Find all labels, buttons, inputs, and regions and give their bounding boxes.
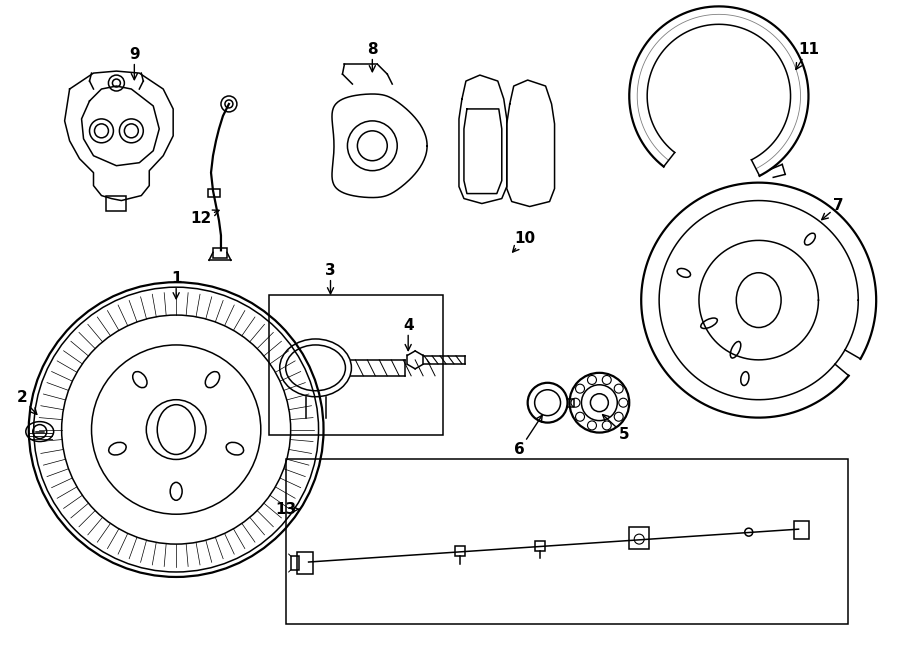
Bar xyxy=(535,541,544,551)
Bar xyxy=(455,546,465,556)
Text: 12: 12 xyxy=(191,210,219,226)
Bar xyxy=(285,459,849,624)
Text: 5: 5 xyxy=(603,414,630,442)
Text: 11: 11 xyxy=(796,42,819,69)
Text: 13: 13 xyxy=(275,502,299,517)
Text: 10: 10 xyxy=(513,231,536,252)
Bar xyxy=(208,188,220,196)
Bar xyxy=(794,521,809,539)
Text: 3: 3 xyxy=(325,263,336,293)
Bar xyxy=(629,527,649,549)
Text: 2: 2 xyxy=(16,390,37,414)
Text: 8: 8 xyxy=(367,42,378,72)
Bar xyxy=(291,556,299,570)
Bar xyxy=(106,196,126,210)
Bar xyxy=(269,295,443,434)
Text: 4: 4 xyxy=(403,317,413,350)
Text: 6: 6 xyxy=(514,415,542,457)
Bar xyxy=(213,249,227,258)
Text: 9: 9 xyxy=(129,47,140,80)
Bar xyxy=(297,552,312,574)
Text: 7: 7 xyxy=(822,198,843,219)
Text: 1: 1 xyxy=(171,271,182,299)
